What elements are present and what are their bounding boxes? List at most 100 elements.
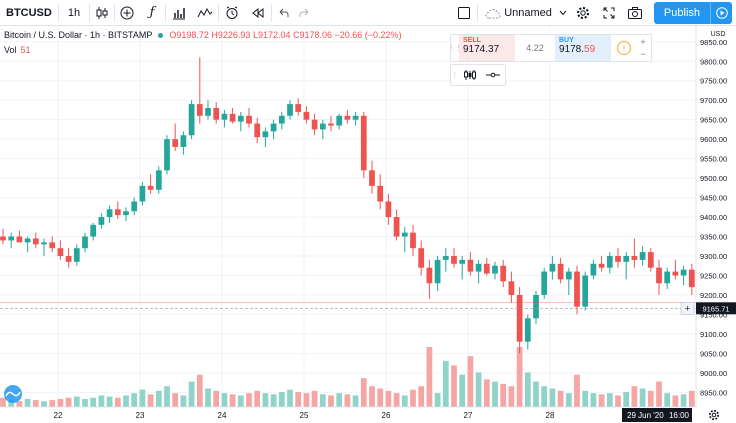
info-icon[interactable]: ! — [611, 35, 637, 61]
volume-bar — [508, 386, 515, 407]
settings-icon[interactable] — [570, 0, 596, 26]
volume-bar — [278, 392, 285, 407]
volume-bar — [49, 400, 56, 407]
compare-icon[interactable] — [115, 0, 139, 26]
symbol-title[interactable]: Bitcoin / U.S. Dollar · 1h · BITSTAMP — [4, 30, 153, 40]
volume-bar — [426, 347, 433, 407]
candle-body — [65, 256, 72, 262]
candle-body — [672, 271, 679, 276]
layout-name[interactable]: Unnamed — [504, 7, 552, 19]
price-tick-label: 9700.00 — [700, 96, 727, 105]
volume-bar — [262, 393, 269, 407]
candle-body — [615, 256, 621, 262]
volume-bar — [65, 397, 72, 407]
volume-bar — [311, 390, 318, 407]
volume-bar — [319, 394, 326, 407]
candle-body — [237, 115, 244, 122]
candle-body — [344, 115, 351, 120]
volume-label[interactable]: Vol — [4, 45, 17, 55]
buy-button[interactable]: BUY 9178.59 — [555, 35, 611, 61]
grid-lines — [0, 26, 696, 407]
current-price-label: +9165.71 — [680, 302, 736, 315]
fx-icon[interactable]: ƒ — [149, 5, 155, 20]
volume-bar — [147, 394, 154, 407]
candle-body — [336, 115, 343, 126]
candle-body — [639, 252, 646, 260]
drag-handle-icon[interactable]: ⋮ — [451, 72, 459, 79]
time-tick-label: 27 — [464, 411, 473, 420]
drawing-mini-toolbar: ⋮ — [450, 64, 506, 86]
candle-body — [180, 135, 187, 147]
layout-square-icon[interactable] — [451, 0, 477, 26]
volume-bar — [196, 374, 203, 407]
candle-body — [393, 217, 400, 237]
symbol-search[interactable]: BTCUSD — [6, 6, 52, 19]
publish-button[interactable]: Publish — [653, 2, 710, 24]
candle-body — [508, 281, 515, 295]
volume-value: 51 — [20, 45, 31, 55]
current-price-text: 9165.71 — [702, 304, 729, 313]
sell-button[interactable]: SELL 9174.37 — [459, 35, 515, 61]
volume-bar — [434, 393, 441, 407]
undo-icon[interactable] — [272, 0, 294, 26]
interval-button[interactable]: 1h — [67, 6, 81, 19]
volume-bar — [303, 393, 310, 407]
replay-icon[interactable] — [245, 0, 271, 26]
volume-bar — [106, 396, 113, 407]
price-chart[interactable]: USD 8950.009000.009050.009100.009150.009… — [0, 26, 736, 423]
redo-icon[interactable] — [294, 0, 316, 26]
candle-body — [688, 269, 695, 288]
buy-price-main: 9178. — [559, 44, 585, 55]
time-tick-label: 25 — [300, 411, 309, 420]
alert-icon[interactable] — [219, 0, 245, 26]
volume-bar — [164, 386, 170, 407]
horizontal-line-icon[interactable] — [482, 65, 505, 85]
chevron-down-icon[interactable] — [556, 0, 570, 26]
candle-body — [328, 123, 334, 126]
candle-body — [41, 242, 47, 245]
candle-body — [492, 265, 498, 274]
indicators-icon[interactable] — [192, 0, 218, 26]
toolbar-divider — [114, 3, 115, 22]
plus-icon[interactable]: + — [640, 37, 646, 47]
volume-bar — [328, 395, 334, 407]
price-axis[interactable] — [696, 26, 736, 407]
play-icon[interactable] — [710, 2, 732, 24]
candle-body — [139, 185, 146, 202]
volume-bar — [180, 395, 187, 407]
fullscreen-icon[interactable] — [596, 0, 622, 26]
quantity-stepper[interactable]: + − — [637, 35, 649, 61]
minus-icon[interactable]: − — [640, 49, 646, 59]
volume-bar — [418, 386, 425, 407]
candle-body — [516, 294, 523, 342]
price-tick-label: 9200.00 — [700, 291, 727, 300]
volume-bar — [114, 397, 121, 407]
volume-bar — [254, 390, 261, 407]
candle-body — [541, 271, 548, 295]
buy-price-tail: 59 — [584, 44, 596, 55]
volume-bar — [410, 389, 416, 407]
toolbar-right: Unnamed Publish — [451, 0, 736, 26]
drag-handle-icon[interactable]: ⋮⋮ — [448, 45, 462, 52]
cursor-add-button[interactable] — [680, 302, 695, 315]
camera-icon[interactable] — [622, 0, 648, 26]
volume-bar — [131, 393, 138, 407]
volume-bar — [205, 388, 211, 407]
volume-bar — [492, 381, 498, 407]
candles-icon[interactable] — [90, 0, 114, 26]
time-axis[interactable] — [0, 407, 736, 423]
candle-body — [549, 263, 556, 272]
candles-icon[interactable] — [459, 65, 482, 85]
candle-body — [295, 104, 302, 112]
volume-bar — [516, 347, 523, 407]
volume-bar — [533, 381, 539, 407]
volume-bar — [57, 398, 64, 407]
axis-settings-icon[interactable] — [692, 407, 736, 423]
candle-body — [106, 209, 113, 218]
toolbar-divider — [89, 3, 90, 22]
volume-bar — [352, 395, 359, 407]
candle-body — [524, 318, 531, 342]
candle-body — [360, 115, 367, 171]
price-tick-label: 9400.00 — [700, 213, 727, 222]
bar-chart-icon[interactable] — [166, 0, 192, 26]
